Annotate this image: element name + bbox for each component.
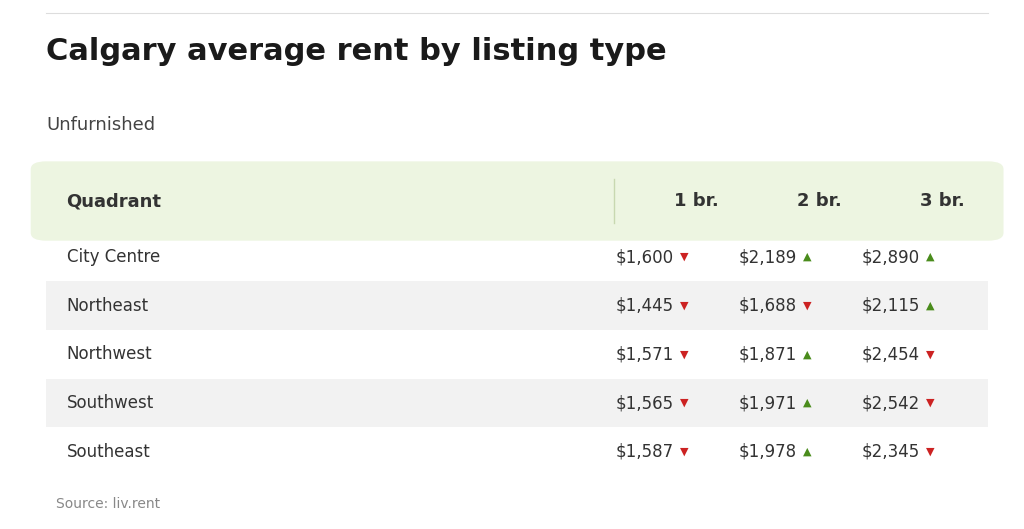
Text: $1,565: $1,565 <box>615 394 674 412</box>
Text: ▲: ▲ <box>803 398 811 408</box>
Text: Southwest: Southwest <box>67 394 154 412</box>
Text: $2,542: $2,542 <box>861 394 920 412</box>
Text: ▼: ▼ <box>680 350 688 359</box>
Text: ▼: ▼ <box>680 252 688 262</box>
Text: 2 br.: 2 br. <box>797 192 842 210</box>
Text: ▼: ▼ <box>926 350 934 359</box>
Text: Northeast: Northeast <box>67 297 148 315</box>
Text: $1,600: $1,600 <box>615 248 674 266</box>
Text: Source: liv.rent: Source: liv.rent <box>56 497 161 511</box>
Text: Northwest: Northwest <box>67 345 153 363</box>
Text: Quadrant: Quadrant <box>67 192 162 210</box>
FancyBboxPatch shape <box>31 161 1004 241</box>
Text: ▼: ▼ <box>680 301 688 311</box>
Bar <box>46 379 988 427</box>
Text: ▲: ▲ <box>803 252 811 262</box>
Text: ▲: ▲ <box>803 447 811 457</box>
Text: $2,345: $2,345 <box>861 443 920 461</box>
Text: ▲: ▲ <box>926 252 934 262</box>
Text: 3 br.: 3 br. <box>920 192 965 210</box>
Text: ▼: ▼ <box>926 447 934 457</box>
Text: $1,587: $1,587 <box>615 443 674 461</box>
Text: $1,445: $1,445 <box>615 297 674 315</box>
Text: ▼: ▼ <box>680 447 688 457</box>
Text: ▼: ▼ <box>680 398 688 408</box>
Bar <box>46 281 988 330</box>
Text: 1 br.: 1 br. <box>674 192 719 210</box>
Text: $2,189: $2,189 <box>738 248 797 266</box>
Text: $1,978: $1,978 <box>738 443 797 461</box>
Text: Unfurnished: Unfurnished <box>46 116 156 134</box>
Text: ▼: ▼ <box>803 301 811 311</box>
Text: $2,890: $2,890 <box>861 248 920 266</box>
Text: Southeast: Southeast <box>67 443 151 461</box>
Text: $1,688: $1,688 <box>738 297 797 315</box>
Text: $1,571: $1,571 <box>615 345 674 363</box>
Text: $1,971: $1,971 <box>738 394 797 412</box>
Text: Calgary average rent by listing type: Calgary average rent by listing type <box>46 37 667 66</box>
Text: $2,115: $2,115 <box>861 297 920 315</box>
Text: $1,871: $1,871 <box>738 345 797 363</box>
Text: $2,454: $2,454 <box>861 345 920 363</box>
Text: ▲: ▲ <box>926 301 934 311</box>
Text: ▼: ▼ <box>926 398 934 408</box>
Text: City Centre: City Centre <box>67 248 160 266</box>
Text: ▲: ▲ <box>803 350 811 359</box>
